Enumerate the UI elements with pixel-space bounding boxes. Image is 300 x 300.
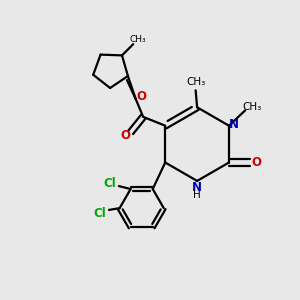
Text: CH₃: CH₃ (186, 77, 205, 87)
Text: O: O (120, 129, 130, 142)
Text: Cl: Cl (104, 177, 116, 190)
Text: H: H (193, 190, 201, 200)
Text: N: N (192, 181, 202, 194)
Text: O: O (136, 90, 146, 103)
Text: O: O (252, 156, 262, 169)
Text: CH₃: CH₃ (243, 102, 262, 112)
Text: N: N (229, 118, 239, 131)
Text: CH₃: CH₃ (129, 35, 146, 44)
Text: Cl: Cl (94, 207, 106, 220)
